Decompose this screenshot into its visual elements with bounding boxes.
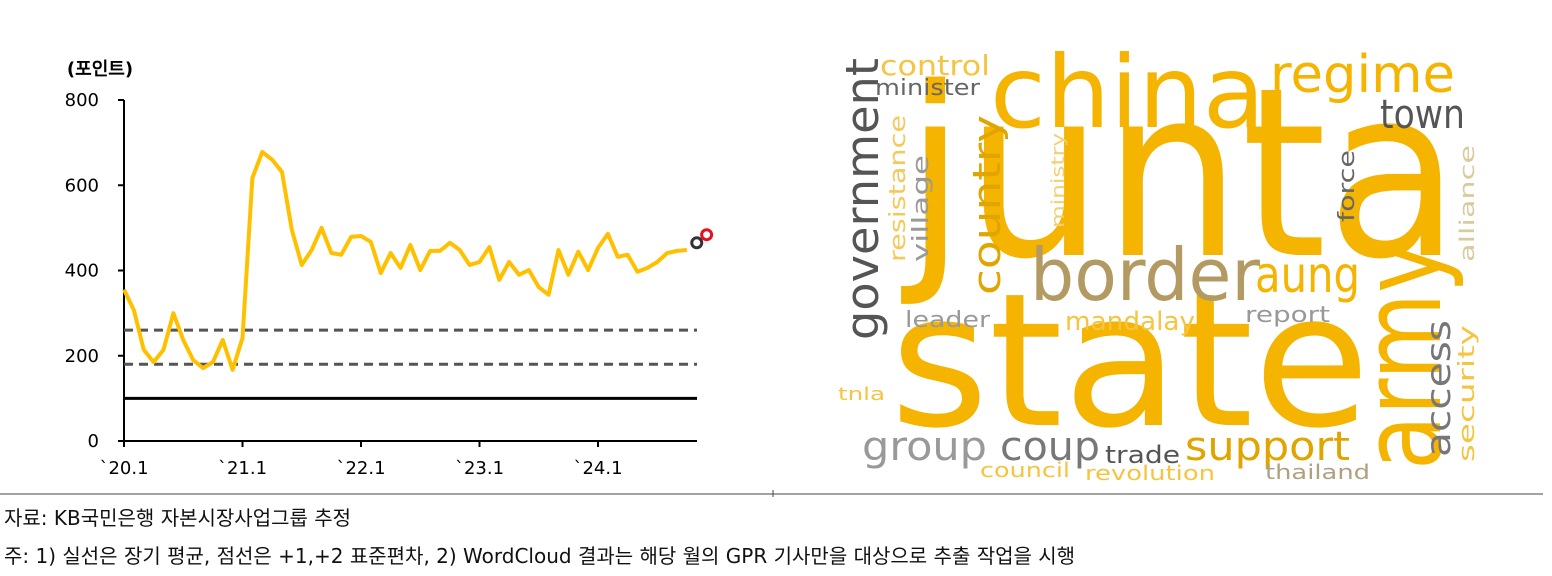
word: aung [1255, 246, 1360, 304]
word: trade [1105, 441, 1180, 469]
y-tick-label: 0 [88, 431, 99, 452]
word: junta [900, 38, 1460, 311]
word: coup [1000, 424, 1100, 470]
x-tick-label: `21.1 [218, 458, 267, 479]
word: revolution [1085, 461, 1215, 485]
x-tick-label: `20.1 [99, 458, 148, 479]
word: leader [905, 308, 991, 333]
word: country [965, 115, 1009, 295]
word: tnla [838, 384, 885, 405]
word: china [990, 34, 1265, 151]
word: resistance [886, 115, 911, 262]
word: control [880, 49, 990, 82]
x-tick-label: `22.1 [336, 458, 385, 479]
word: town [1380, 92, 1465, 138]
word: access [1419, 320, 1459, 457]
word: mandalay [1065, 307, 1195, 337]
line-series [122, 150, 688, 372]
word: force [1335, 150, 1360, 222]
word: border [1030, 233, 1260, 317]
point-marker [700, 228, 714, 242]
word: support [1185, 424, 1350, 470]
y-tick-label: 800 [65, 90, 99, 111]
word: minister [875, 76, 981, 101]
word: thailand [1265, 460, 1370, 484]
note: 주: 1) 실선은 장기 평균, 점선은 +1,+2 표준편차, 2) Word… [4, 544, 1075, 568]
y-axis-label: (포인트) [67, 59, 133, 80]
point-marker [690, 236, 704, 250]
word: report [1245, 303, 1330, 328]
source: 자료: KB국민은행 자본시장사업그룹 추정 [4, 506, 351, 530]
word: regime [1270, 45, 1455, 105]
word: village [909, 155, 934, 262]
y-tick-label: 200 [65, 346, 99, 367]
word: army [1338, 240, 1466, 470]
word: state [890, 253, 1370, 469]
word: security [1455, 325, 1480, 462]
y-tick-label: 400 [65, 261, 99, 282]
word: alliance [1455, 145, 1479, 262]
y-tick-label: 600 [65, 175, 99, 196]
word: ministry [1048, 133, 1069, 228]
word: group [862, 424, 987, 470]
x-tick-label: `24.1 [573, 458, 622, 479]
word: government [836, 58, 889, 340]
word: council [980, 458, 1070, 482]
x-tick-label: `23.1 [455, 458, 504, 479]
